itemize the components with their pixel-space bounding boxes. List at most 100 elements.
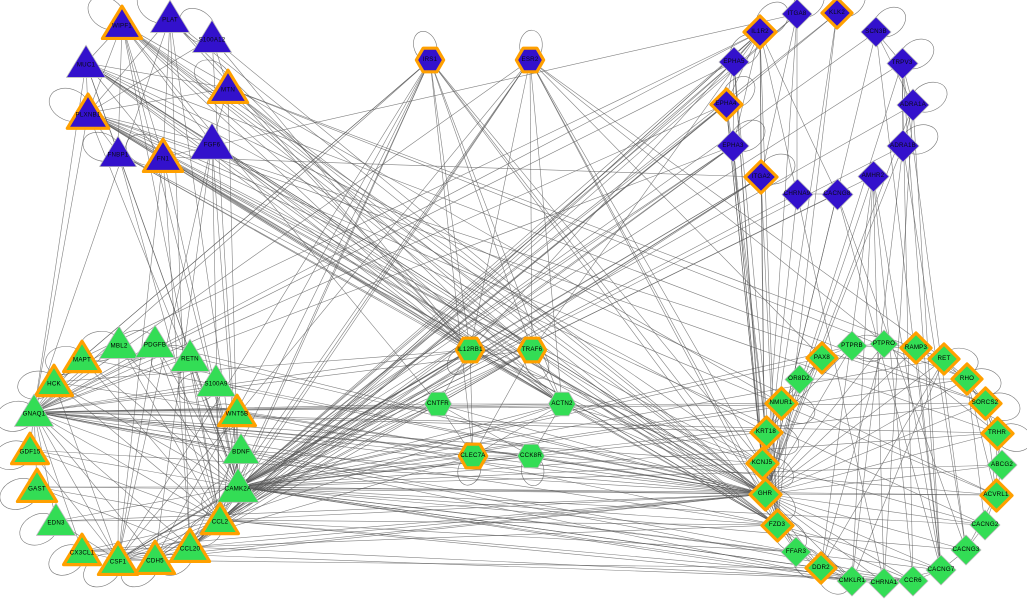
graph-edge <box>531 349 778 526</box>
graph-edge <box>81 546 191 552</box>
graph-edge <box>219 519 853 582</box>
graph-edge <box>764 357 823 495</box>
graph-node-fnbp1[interactable]: FNBP1 <box>95 130 141 176</box>
node-shape-diamond-icon <box>742 14 778 50</box>
graph-edge <box>764 62 903 495</box>
graph-edge <box>764 402 986 495</box>
graph-edge <box>237 357 823 488</box>
graph-edge <box>162 17 171 158</box>
graph-node-cck8r[interactable]: CCK8R <box>511 436 551 476</box>
graph-edge <box>162 156 533 351</box>
node-shape-triangle-icon <box>66 44 106 78</box>
graph-node-trpv3[interactable]: TRPV3 <box>880 41 925 86</box>
graph-edge <box>189 546 914 582</box>
graph-edge <box>237 431 767 488</box>
graph-edge <box>764 493 967 551</box>
graph-edge <box>87 112 998 434</box>
graph-node-cdh5[interactable]: CDH5 <box>131 535 179 583</box>
graph-node-clec7a[interactable]: CLEC7A <box>453 436 493 476</box>
graph-edge <box>764 493 997 496</box>
graph-edge <box>117 349 471 561</box>
graph-edge <box>764 13 798 495</box>
graph-edge <box>81 31 761 359</box>
graph-edge <box>237 462 763 488</box>
graph-node-il12rb1[interactable]: IL12RB1 <box>450 330 490 370</box>
graph-edge <box>227 87 968 380</box>
graph-edge <box>531 349 766 495</box>
node-shape-triangle-icon <box>141 137 185 174</box>
graph-node-plat[interactable]: PLAT <box>146 0 194 42</box>
graph-edge <box>85 62 997 496</box>
graph-edge <box>237 486 853 582</box>
graph-edge <box>760 13 798 178</box>
graph-edge <box>55 493 766 522</box>
graph-edge <box>764 493 986 526</box>
graph-edge <box>237 12 838 488</box>
graph-edge <box>117 152 239 488</box>
graph-node-traf6[interactable]: TRAF6 <box>512 330 552 370</box>
graph-edge <box>764 378 968 495</box>
node-shape-diamond-icon <box>927 342 961 376</box>
graph-edge <box>162 156 762 178</box>
node-shape-diamond-icon <box>886 47 918 79</box>
node-shape-triangle-icon <box>10 431 50 466</box>
graph-edge <box>87 112 471 351</box>
node-shape-diamond-icon <box>781 0 813 30</box>
graph-edge <box>429 59 533 351</box>
graph-node-adra1a[interactable]: ADRA1A <box>890 82 936 128</box>
graph-edge <box>759 31 838 195</box>
node-shape-diamond-icon <box>805 341 839 375</box>
graph-node-cntfr[interactable]: CNTFR <box>418 384 458 424</box>
graph-edge <box>531 31 761 351</box>
graph-node-irs1[interactable]: IRS1 <box>410 40 450 80</box>
graph-node-epha4[interactable]: EPHA4 <box>704 82 749 127</box>
graph-node-fn1[interactable]: FN1 <box>139 133 187 181</box>
graph-node-fgf6[interactable]: FGF6 <box>186 117 238 169</box>
node-shape-hexagon-icon <box>423 391 453 417</box>
graph-node-cacng8[interactable]: CACNG8 <box>815 172 860 217</box>
graph-node-esr2[interactable]: ESR2 <box>510 40 550 80</box>
graph-edge <box>219 145 734 521</box>
node-shape-triangle-icon <box>96 540 140 577</box>
graph-node-klk2[interactable]: KLK2 <box>815 0 859 35</box>
graph-node-actn2[interactable]: ACTN2 <box>542 384 582 424</box>
graph-edge <box>85 62 986 404</box>
graph-node-epha5[interactable]: EPHA5 <box>712 40 756 84</box>
graph-edge <box>759 31 798 195</box>
graph-edge <box>162 156 563 405</box>
graph-edge <box>81 357 221 521</box>
node-shape-diamond-icon <box>899 331 933 365</box>
graph-edge <box>776 524 853 582</box>
graph-node-muc1[interactable]: MUC1 <box>62 39 110 87</box>
graph-edge <box>236 411 778 526</box>
node-shape-diamond-icon <box>743 159 779 195</box>
graph-edge <box>764 345 853 495</box>
graph-edge <box>912 104 942 571</box>
graph-edge <box>33 411 191 548</box>
graph-node-chrna9[interactable]: CHRNA9 <box>775 172 820 217</box>
graph-edge <box>33 17 171 413</box>
graph-edge <box>472 349 533 457</box>
node-shape-triangle-icon <box>36 502 76 536</box>
graph-edge <box>29 449 239 488</box>
graph-edge <box>429 59 763 464</box>
graph-edge <box>53 349 471 383</box>
graph-edge <box>872 175 942 571</box>
graph-node-s100a12[interactable]: S100A12 <box>188 14 236 62</box>
node-shape-triangle-icon <box>135 324 175 358</box>
graph-node-ccr6[interactable]: CCR6 <box>891 559 935 600</box>
node-shape-diamond-icon <box>950 534 982 566</box>
graph-edge <box>237 31 761 488</box>
graph-edge <box>29 449 119 561</box>
graph-edge <box>117 519 221 561</box>
graph-edge <box>33 103 727 413</box>
node-shape-triangle-icon <box>14 393 54 427</box>
node-shape-triangle-icon <box>34 363 74 398</box>
graph-node-mtn[interactable]: MTN <box>204 64 252 112</box>
node-shape-triangle-icon <box>150 0 190 33</box>
graph-edge <box>211 142 563 405</box>
graph-edge <box>87 17 171 114</box>
graph-edge <box>237 31 877 488</box>
graph-edge <box>821 357 945 360</box>
